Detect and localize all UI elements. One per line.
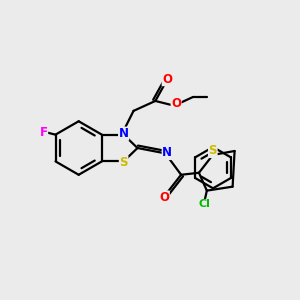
Text: S: S bbox=[119, 156, 128, 169]
Text: N: N bbox=[162, 146, 172, 160]
Text: O: O bbox=[171, 98, 181, 110]
Text: O: O bbox=[162, 73, 172, 86]
Text: S: S bbox=[208, 145, 217, 158]
Text: O: O bbox=[159, 191, 169, 204]
Text: Cl: Cl bbox=[199, 200, 211, 209]
Text: F: F bbox=[40, 126, 48, 139]
Text: N: N bbox=[118, 127, 129, 140]
